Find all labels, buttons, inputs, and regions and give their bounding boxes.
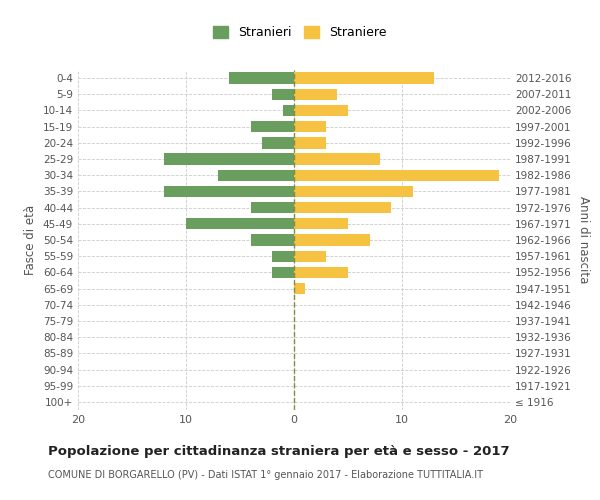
- Bar: [186, 218, 294, 230]
- Bar: [283, 105, 294, 116]
- Bar: [251, 202, 294, 213]
- Y-axis label: Anni di nascita: Anni di nascita: [577, 196, 590, 284]
- Bar: [272, 250, 294, 262]
- Bar: [272, 266, 294, 278]
- Bar: [294, 137, 326, 148]
- Bar: [272, 88, 294, 100]
- Bar: [294, 234, 370, 246]
- Bar: [294, 72, 434, 84]
- Bar: [294, 250, 326, 262]
- Bar: [251, 121, 294, 132]
- Bar: [229, 72, 294, 84]
- Bar: [294, 88, 337, 100]
- Bar: [262, 137, 294, 148]
- Text: COMUNE DI BORGARELLO (PV) - Dati ISTAT 1° gennaio 2017 - Elaborazione TUTTITALIA: COMUNE DI BORGARELLO (PV) - Dati ISTAT 1…: [48, 470, 483, 480]
- Bar: [294, 283, 305, 294]
- Bar: [218, 170, 294, 181]
- Bar: [164, 186, 294, 197]
- Bar: [294, 186, 413, 197]
- Bar: [251, 234, 294, 246]
- Bar: [164, 154, 294, 164]
- Bar: [294, 121, 326, 132]
- Bar: [294, 170, 499, 181]
- Legend: Stranieri, Straniere: Stranieri, Straniere: [208, 21, 392, 44]
- Bar: [294, 154, 380, 164]
- Bar: [294, 218, 348, 230]
- Y-axis label: Fasce di età: Fasce di età: [25, 205, 37, 275]
- Text: Popolazione per cittadinanza straniera per età e sesso - 2017: Popolazione per cittadinanza straniera p…: [48, 445, 509, 458]
- Bar: [294, 202, 391, 213]
- Bar: [294, 105, 348, 116]
- Bar: [294, 266, 348, 278]
